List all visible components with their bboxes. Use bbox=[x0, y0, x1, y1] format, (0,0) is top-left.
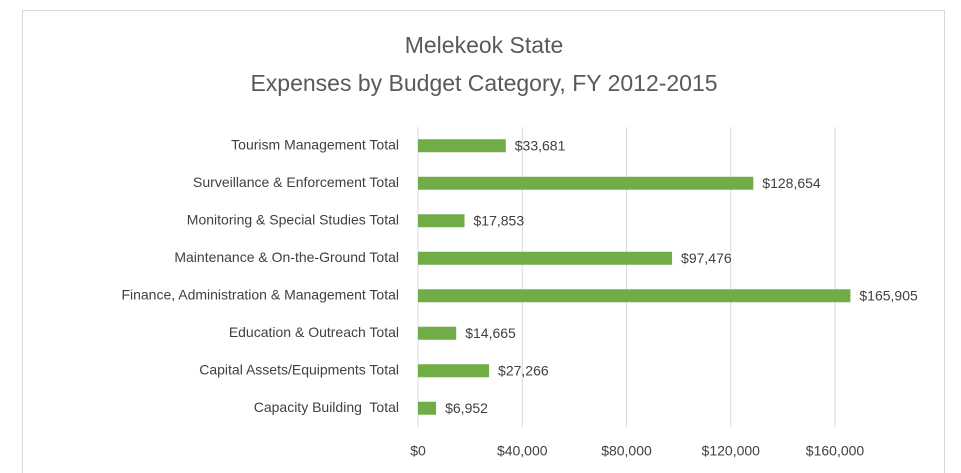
bar bbox=[418, 139, 506, 153]
y-tick-label: Surveillance & Enforcement Total bbox=[193, 174, 399, 190]
data-label: $14,665 bbox=[465, 325, 516, 341]
x-tick-label: $160,000 bbox=[806, 443, 865, 459]
data-label: $165,905 bbox=[859, 287, 918, 303]
bar bbox=[418, 251, 673, 265]
x-tick-label: $40,000 bbox=[497, 443, 548, 459]
x-tick-label: $0 bbox=[410, 443, 426, 459]
bar bbox=[418, 326, 457, 340]
y-tick-label: Monitoring & Special Studies Total bbox=[187, 211, 399, 227]
chart-title: Melekeok State bbox=[405, 32, 564, 58]
bar bbox=[418, 364, 490, 378]
data-label: $97,476 bbox=[681, 250, 732, 266]
data-label: $128,654 bbox=[762, 175, 821, 191]
y-tick-label: Tourism Management Total bbox=[231, 136, 399, 152]
x-tick-label: $120,000 bbox=[702, 443, 761, 459]
bar bbox=[418, 401, 437, 415]
y-tick-label: Capacity Building Total bbox=[254, 399, 399, 415]
y-tick-label: Education & Outreach Total bbox=[229, 324, 399, 340]
data-label: $27,266 bbox=[498, 362, 549, 378]
data-label: $17,853 bbox=[474, 212, 525, 228]
y-tick-label: Finance, Administration & Management Tot… bbox=[121, 286, 399, 302]
bar bbox=[418, 214, 465, 228]
data-label: $33,681 bbox=[515, 137, 566, 153]
y-tick-label: Capital Assets/Equipments Total bbox=[199, 361, 399, 377]
bar bbox=[418, 176, 754, 190]
x-tick-label: $80,000 bbox=[601, 443, 652, 459]
bar bbox=[418, 289, 851, 303]
chart-subtitle: Expenses by Budget Category, FY 2012-201… bbox=[250, 70, 717, 96]
y-tick-label: Maintenance & On-the-Ground Total bbox=[174, 249, 399, 265]
chart-border bbox=[22, 10, 945, 473]
data-label: $6,952 bbox=[445, 400, 488, 416]
